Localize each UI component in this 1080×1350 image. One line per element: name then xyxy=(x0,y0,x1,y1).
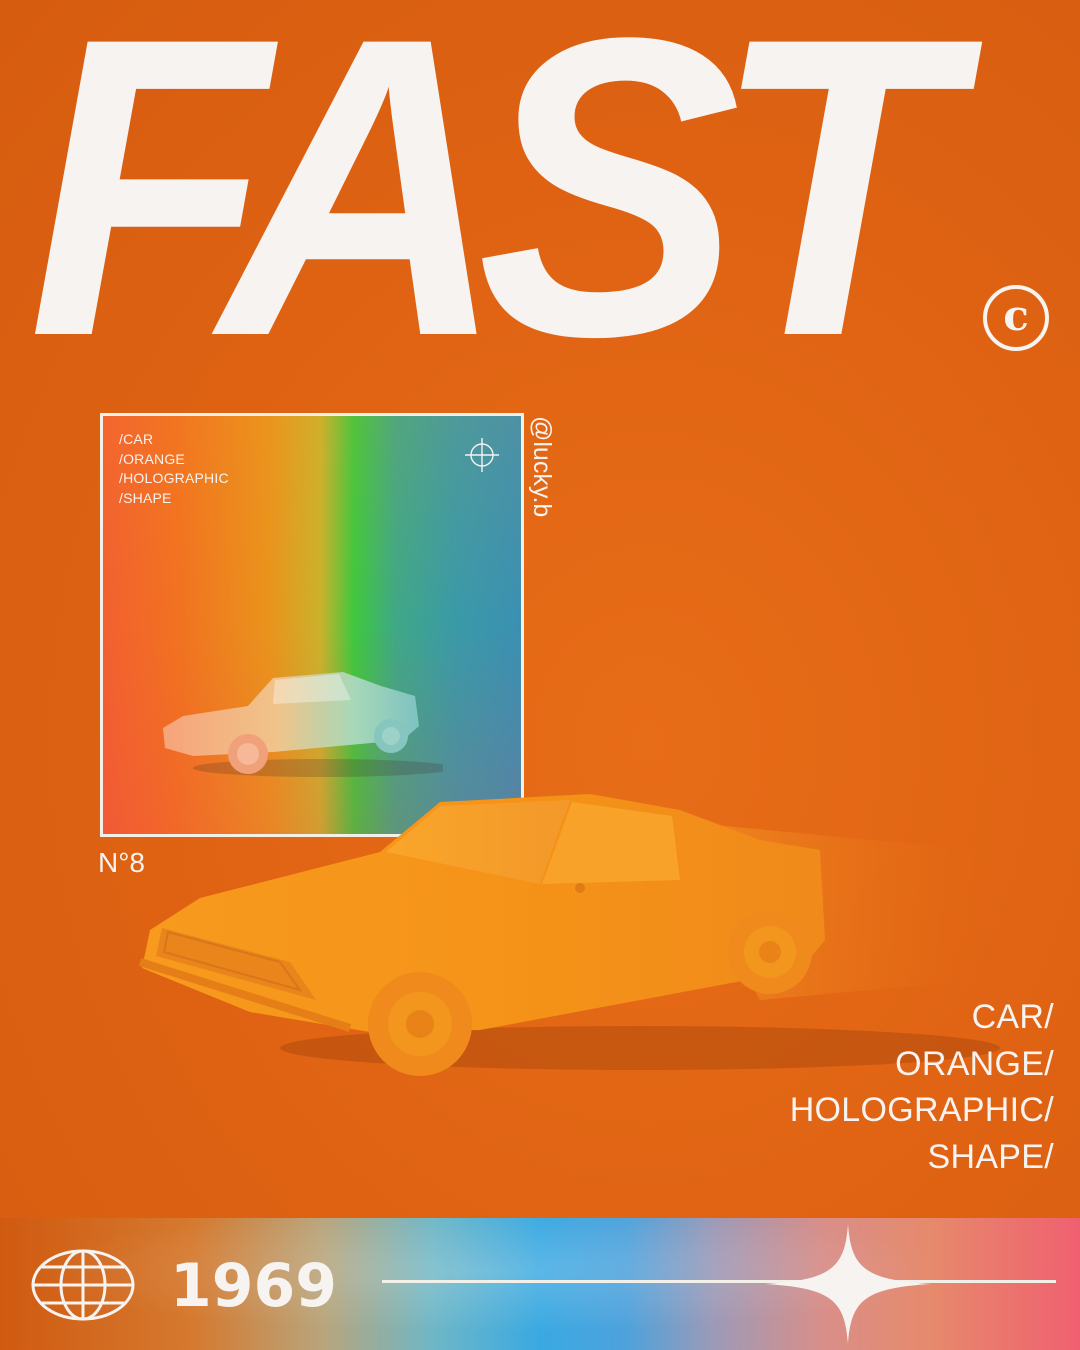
thumbnail-tag-list: /CAR /ORANGE /HOLOGRAPHIC /SHAPE xyxy=(119,430,229,508)
main-car-image xyxy=(138,794,1000,1076)
tag-item: CAR/ xyxy=(971,998,1054,1036)
tag-list: CAR/ ORANGE/ HOLOGRAPHIC/ SHAPE/ xyxy=(790,994,1054,1180)
sparkle-icon xyxy=(765,1224,931,1344)
thumbnail-shade xyxy=(103,416,521,834)
footer-band: 1969 xyxy=(0,1218,1080,1350)
tag-item: SHAPE/ xyxy=(927,1137,1054,1176)
mini-car-image xyxy=(163,672,443,777)
copyright-icon: c xyxy=(983,285,1049,351)
issue-number: N°8 xyxy=(98,847,145,878)
thumbnail-tag: /CAR xyxy=(119,431,154,447)
thumbnail-tag: /ORANGE xyxy=(119,450,185,467)
thumbnail-tag: /SHAPE xyxy=(119,489,172,506)
thumbnail-tag: /HOLOGRAPHIC xyxy=(119,470,229,486)
headline-title: FAST xyxy=(28,0,954,425)
author-handle: @lucky.b xyxy=(528,416,556,518)
crosshair-icon xyxy=(465,438,499,472)
globe-icon xyxy=(31,1249,135,1321)
year-label: 1969 xyxy=(170,1251,337,1321)
tag-item: ORANGE/ xyxy=(895,1044,1054,1083)
footer-divider xyxy=(382,1280,1056,1283)
tag-item: HOLOGRAPHIC/ xyxy=(789,1091,1054,1129)
holographic-thumbnail: /CAR /ORANGE /HOLOGRAPHIC /SHAPE xyxy=(100,413,524,837)
